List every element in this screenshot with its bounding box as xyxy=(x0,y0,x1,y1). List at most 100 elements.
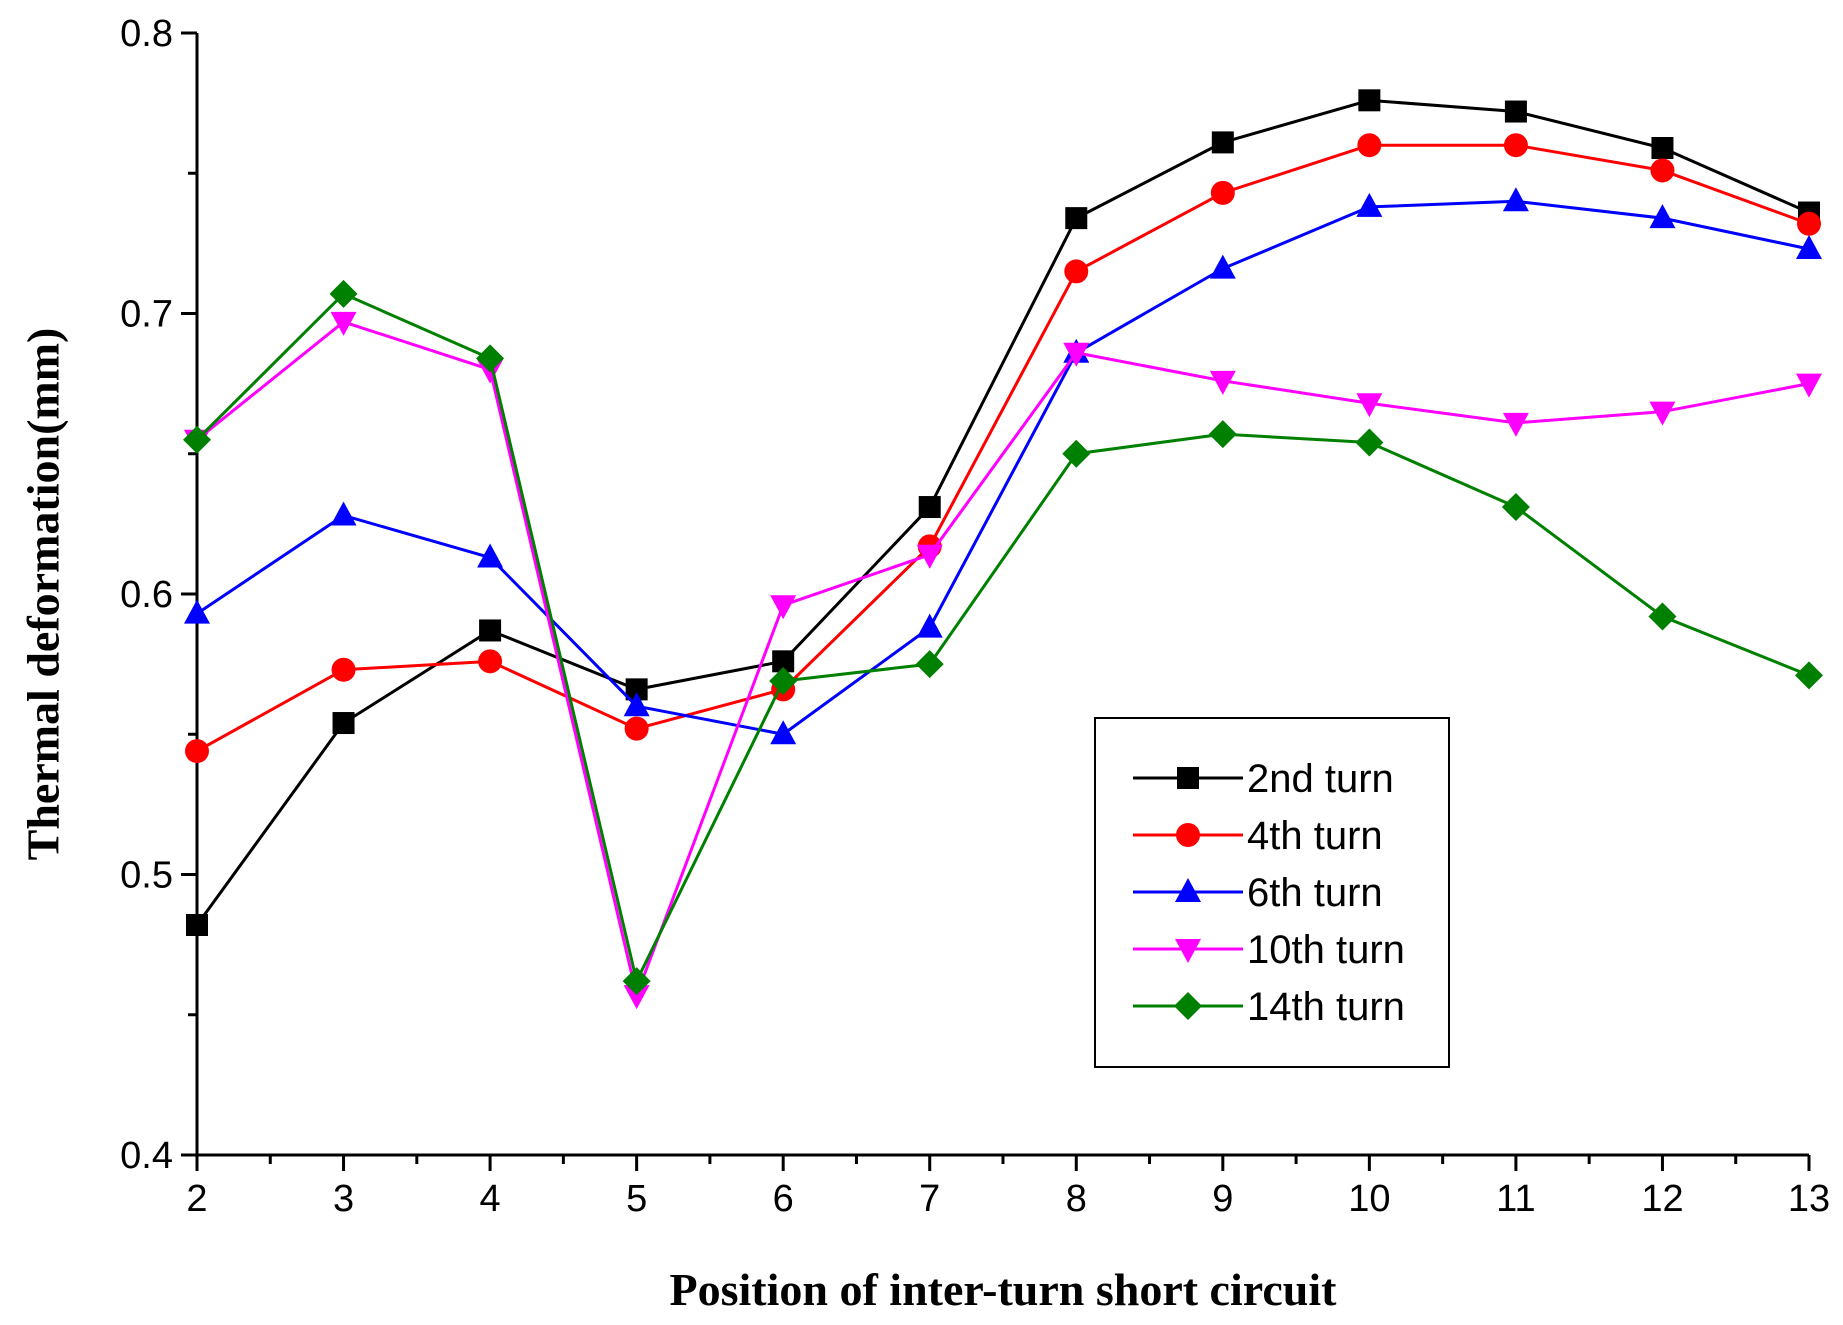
series-line xyxy=(196,143,1810,753)
legend-marker xyxy=(1177,767,1199,789)
data-point xyxy=(1795,661,1823,690)
data-point xyxy=(1502,412,1529,437)
data-point xyxy=(1649,401,1676,426)
x-tick-label: 3 xyxy=(333,1178,354,1220)
y-axis-title: Thermal deformation(mm) xyxy=(18,328,69,861)
data-point xyxy=(1208,420,1237,449)
data-point xyxy=(185,739,209,764)
legend-label: 10th turn xyxy=(1247,928,1405,972)
data-point xyxy=(1796,373,1822,398)
data-point xyxy=(186,913,208,936)
data-point xyxy=(1209,254,1236,279)
data-point xyxy=(1358,89,1381,112)
data-point xyxy=(1796,234,1822,259)
data-point xyxy=(1211,131,1234,154)
legend-marker xyxy=(1176,823,1200,847)
series-line xyxy=(195,98,1810,926)
x-tick-label: 6 xyxy=(773,1178,794,1220)
data-point xyxy=(915,650,944,679)
data-point xyxy=(1065,207,1088,230)
legend-item: 6th turn xyxy=(1133,871,1383,915)
y-tick-label: 0.4 xyxy=(120,1135,173,1177)
legend-item: 2nd turn xyxy=(1133,757,1394,801)
legend-label: 14th turn xyxy=(1247,985,1405,1029)
series-2nd-turn xyxy=(186,89,1820,936)
data-point xyxy=(623,692,650,717)
data-point xyxy=(916,544,943,569)
data-point xyxy=(622,967,651,996)
data-point xyxy=(332,712,355,735)
data-point xyxy=(1357,133,1382,158)
series-line xyxy=(196,199,1810,736)
data-point xyxy=(1503,133,1528,158)
series-line xyxy=(195,292,1810,983)
x-tick-label: 12 xyxy=(1641,1178,1683,1220)
data-point xyxy=(1062,439,1091,468)
legend-item: 4th turn xyxy=(1133,814,1383,858)
x-tick-label: 11 xyxy=(1496,1178,1535,1220)
series-14th-turn xyxy=(183,279,1823,996)
x-tick-label: 7 xyxy=(919,1178,940,1220)
data-point xyxy=(183,425,211,454)
x-tick-label: 4 xyxy=(480,1178,501,1220)
data-point xyxy=(770,720,797,745)
data-point xyxy=(769,666,798,695)
legend-item: 14th turn xyxy=(1133,985,1405,1029)
x-tick-label: 2 xyxy=(186,1178,207,1220)
series-line xyxy=(196,320,1810,997)
y-tick-label: 0.5 xyxy=(120,855,173,897)
data-point xyxy=(1502,187,1529,212)
data-point xyxy=(624,716,649,741)
legend-label: 6th turn xyxy=(1247,871,1383,915)
x-tick-label: 10 xyxy=(1348,1178,1390,1220)
legend-label: 2nd turn xyxy=(1247,757,1394,801)
legend-item: 10th turn xyxy=(1133,928,1405,972)
series-6th-turn xyxy=(184,187,1822,745)
data-point xyxy=(1501,493,1530,522)
data-point xyxy=(1649,204,1676,229)
data-point xyxy=(478,649,503,674)
y-tick-label: 0.8 xyxy=(120,13,173,55)
legend: 2nd turn 4th turn 6th turn 10th turn 14th tu… xyxy=(1094,717,1450,1068)
series-group xyxy=(183,89,1823,1010)
data-point xyxy=(1651,137,1674,160)
data-point xyxy=(331,657,356,682)
legend-marker xyxy=(1175,939,1201,963)
data-point xyxy=(623,985,650,1010)
x-tick-label: 8 xyxy=(1066,1178,1087,1220)
legend-marker xyxy=(1175,878,1201,902)
data-point xyxy=(916,613,943,638)
x-tick-label: 9 xyxy=(1212,1178,1233,1220)
y-tick-label: 0.6 xyxy=(120,574,173,616)
data-point xyxy=(1504,100,1527,123)
data-point xyxy=(329,279,358,308)
data-point xyxy=(1210,180,1235,205)
data-point xyxy=(918,496,941,519)
y-tick-label: 0.7 xyxy=(120,294,173,336)
legend-marker xyxy=(1174,992,1202,1020)
data-point xyxy=(1650,158,1675,183)
data-point xyxy=(1356,393,1383,418)
data-point xyxy=(772,650,795,673)
data-point xyxy=(1356,192,1383,217)
data-point xyxy=(477,543,504,568)
data-point xyxy=(479,619,502,642)
data-point xyxy=(1063,342,1090,367)
data-point xyxy=(625,678,648,701)
series-10th-turn xyxy=(184,311,1822,1010)
data-point xyxy=(1209,370,1236,395)
x-tick-label: 13 xyxy=(1788,1178,1830,1220)
data-point xyxy=(1797,211,1821,236)
legend-label: 4th turn xyxy=(1247,814,1383,858)
data-point xyxy=(476,344,505,373)
data-point xyxy=(1648,602,1677,631)
data-point xyxy=(1355,428,1384,457)
x-tick-label: 5 xyxy=(626,1178,647,1220)
data-point xyxy=(330,501,357,526)
data-point xyxy=(770,595,797,620)
data-point xyxy=(330,311,357,336)
axes: 0.4 0.5 0.6 0.7 0.8 2 3 4 5 6 7 8 9 10 11 12 13 xyxy=(120,13,1830,1220)
x-axis-title: Position of inter-turn short circuit xyxy=(670,1264,1338,1315)
